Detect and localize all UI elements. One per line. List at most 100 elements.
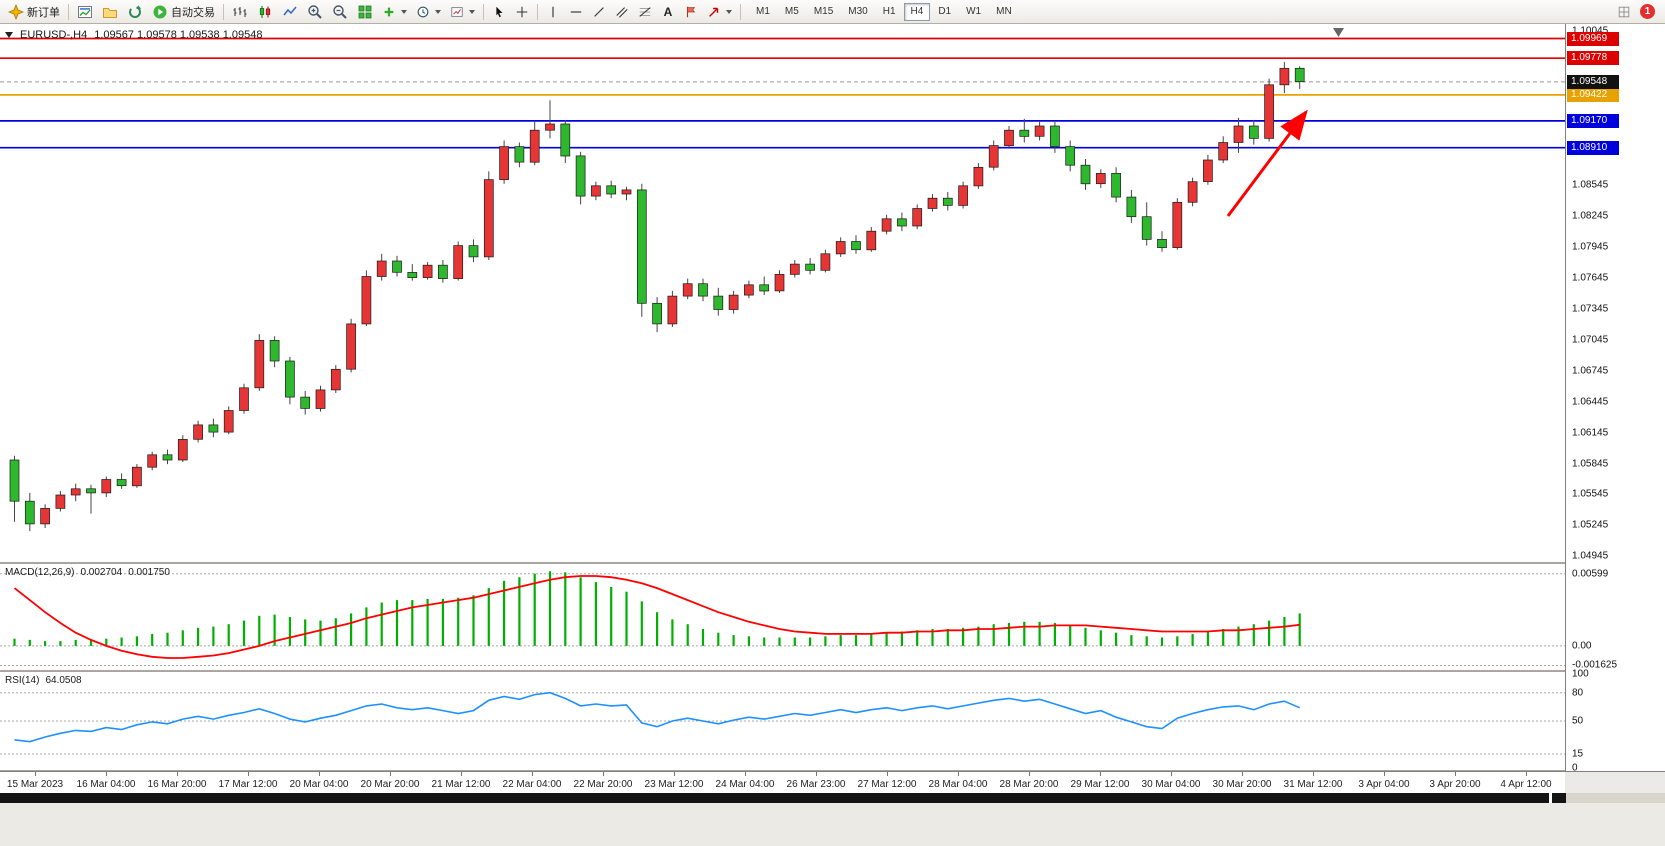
candle bbox=[24, 492, 35, 532]
rsi-line bbox=[14, 691, 1301, 743]
candlestick-icon bbox=[259, 5, 271, 18]
time-tick bbox=[177, 772, 178, 776]
price-badge[interactable]: 1.09422 bbox=[1567, 87, 1619, 102]
vertical-line-button[interactable] bbox=[542, 2, 564, 22]
bar-chart-button[interactable] bbox=[228, 2, 252, 22]
candle bbox=[116, 473, 127, 489]
price-badge[interactable]: 1.09969 bbox=[1567, 31, 1619, 46]
label-tool-button[interactable] bbox=[680, 2, 702, 22]
cursor-icon bbox=[496, 6, 503, 17]
axis-label: 0 bbox=[1572, 762, 1578, 774]
tile-windows-button[interactable] bbox=[353, 2, 377, 22]
templates-button[interactable] bbox=[446, 2, 479, 22]
current-price-badge[interactable]: 1.09548 bbox=[1567, 74, 1619, 89]
horizontal-line-button[interactable] bbox=[565, 2, 587, 22]
candle bbox=[621, 186, 632, 201]
indicators-button[interactable] bbox=[378, 2, 411, 22]
time-label: 30 Mar 04:00 bbox=[1141, 779, 1201, 790]
candle bbox=[606, 180, 617, 199]
trend-arrow-annotation[interactable] bbox=[1226, 109, 1308, 217]
axis-label: 15 bbox=[1572, 748, 1584, 760]
rsi-panel-canvas[interactable] bbox=[0, 672, 1565, 770]
axis-label: 1.05545 bbox=[1572, 488, 1609, 500]
auto-trading-label: 自动交易 bbox=[171, 6, 215, 19]
macd-panel-canvas[interactable] bbox=[0, 564, 1565, 670]
price-badge[interactable]: 1.09170 bbox=[1567, 113, 1619, 128]
cursor-button[interactable] bbox=[488, 2, 510, 22]
candle bbox=[560, 119, 571, 164]
separator bbox=[740, 3, 741, 20]
main-chart-canvas[interactable] bbox=[0, 24, 1565, 562]
periods-button[interactable] bbox=[412, 2, 445, 22]
chart-menu-icon[interactable] bbox=[5, 31, 13, 39]
time-label: 17 Mar 12:00 bbox=[218, 779, 278, 790]
panel-splitter[interactable] bbox=[0, 562, 1665, 564]
timeframe-H4[interactable]: H4 bbox=[903, 2, 931, 21]
trendline-button[interactable] bbox=[588, 2, 610, 22]
community-button[interactable] bbox=[1613, 2, 1635, 22]
candle bbox=[177, 435, 188, 462]
timeframe-D1[interactable]: D1 bbox=[931, 3, 958, 21]
chevron-down-icon bbox=[726, 9, 732, 14]
axis-label: 1.06745 bbox=[1572, 365, 1609, 377]
fibonacci-icon bbox=[639, 6, 651, 17]
candle bbox=[529, 121, 540, 166]
price-badge[interactable]: 1.09778 bbox=[1567, 51, 1619, 66]
notification-badge[interactable]: 1 bbox=[1640, 4, 1655, 19]
candle bbox=[376, 253, 387, 281]
text-tool-label: A bbox=[663, 4, 673, 19]
macd-signal-line bbox=[13, 575, 1300, 659]
zoom-in-button[interactable] bbox=[303, 2, 327, 22]
new-order-button[interactable]: 新订单 bbox=[4, 2, 64, 22]
chart-title: EURUSD-,H4 1.09567 1.09578 1.09538 1.095… bbox=[5, 29, 262, 41]
candle bbox=[1050, 120, 1060, 153]
time-tick bbox=[1171, 772, 1172, 776]
timeframe-W1[interactable]: W1 bbox=[959, 3, 988, 21]
timeframe-M5[interactable]: M5 bbox=[778, 3, 806, 21]
time-label: 15 Mar 2023 bbox=[6, 779, 64, 790]
candle bbox=[789, 260, 800, 278]
chart-shift-marker[interactable] bbox=[1333, 28, 1344, 37]
candle bbox=[330, 365, 341, 393]
candle bbox=[132, 464, 142, 488]
price-axis[interactable]: 1.10045 1.08545 1.08245 1.07945 1.07645 1.073… bbox=[1565, 24, 1665, 774]
panel-splitter[interactable] bbox=[0, 770, 1665, 771]
candle bbox=[239, 383, 249, 414]
refresh-button[interactable] bbox=[123, 2, 147, 22]
timeframe-M1[interactable]: M1 bbox=[749, 3, 777, 21]
time-tick bbox=[603, 772, 604, 776]
new-chart-button[interactable] bbox=[73, 2, 97, 22]
channel-button[interactable] bbox=[611, 2, 633, 22]
text-tool-button[interactable]: A bbox=[657, 2, 679, 22]
arrows-tool-button[interactable] bbox=[703, 2, 736, 22]
time-label: 21 Mar 12:00 bbox=[431, 779, 491, 790]
candle bbox=[1203, 154, 1213, 185]
macd-label: MACD(12,26,9) 0.002704 0.001750 bbox=[5, 567, 170, 578]
candlestick-chart-button[interactable] bbox=[253, 2, 277, 22]
axis-label: 1.07045 bbox=[1572, 334, 1609, 346]
timeframe-H1[interactable]: H1 bbox=[876, 3, 903, 21]
time-tick bbox=[390, 772, 391, 776]
axis-label: 1.07945 bbox=[1572, 241, 1609, 253]
axis-label: 1.07345 bbox=[1572, 303, 1609, 315]
time-axis[interactable]: 15 Mar 2023 16 Mar 04:00 16 Mar 20:00 17 Ma… bbox=[0, 771, 1565, 793]
timeframe-M30[interactable]: M30 bbox=[841, 3, 874, 21]
price-badge[interactable]: 1.08910 bbox=[1567, 140, 1619, 155]
timeframe-MN[interactable]: MN bbox=[989, 3, 1019, 21]
time-tick bbox=[674, 772, 675, 776]
panel-splitter[interactable] bbox=[0, 670, 1665, 672]
fibonacci-button[interactable] bbox=[634, 2, 656, 22]
time-tick bbox=[1455, 772, 1456, 776]
line-chart-button[interactable] bbox=[278, 2, 302, 22]
zoom-out-button[interactable] bbox=[328, 2, 352, 22]
scrollbar-end-block[interactable] bbox=[1552, 793, 1566, 803]
horizontal-scrollbar[interactable] bbox=[0, 793, 1549, 803]
profiles-button[interactable] bbox=[98, 2, 122, 22]
candle bbox=[514, 142, 525, 168]
candle bbox=[254, 334, 265, 391]
crosshair-button[interactable] bbox=[511, 2, 533, 22]
candle bbox=[698, 278, 708, 302]
timeframe-M15[interactable]: M15 bbox=[807, 3, 840, 21]
auto-trading-button[interactable]: 自动交易 bbox=[148, 2, 219, 22]
